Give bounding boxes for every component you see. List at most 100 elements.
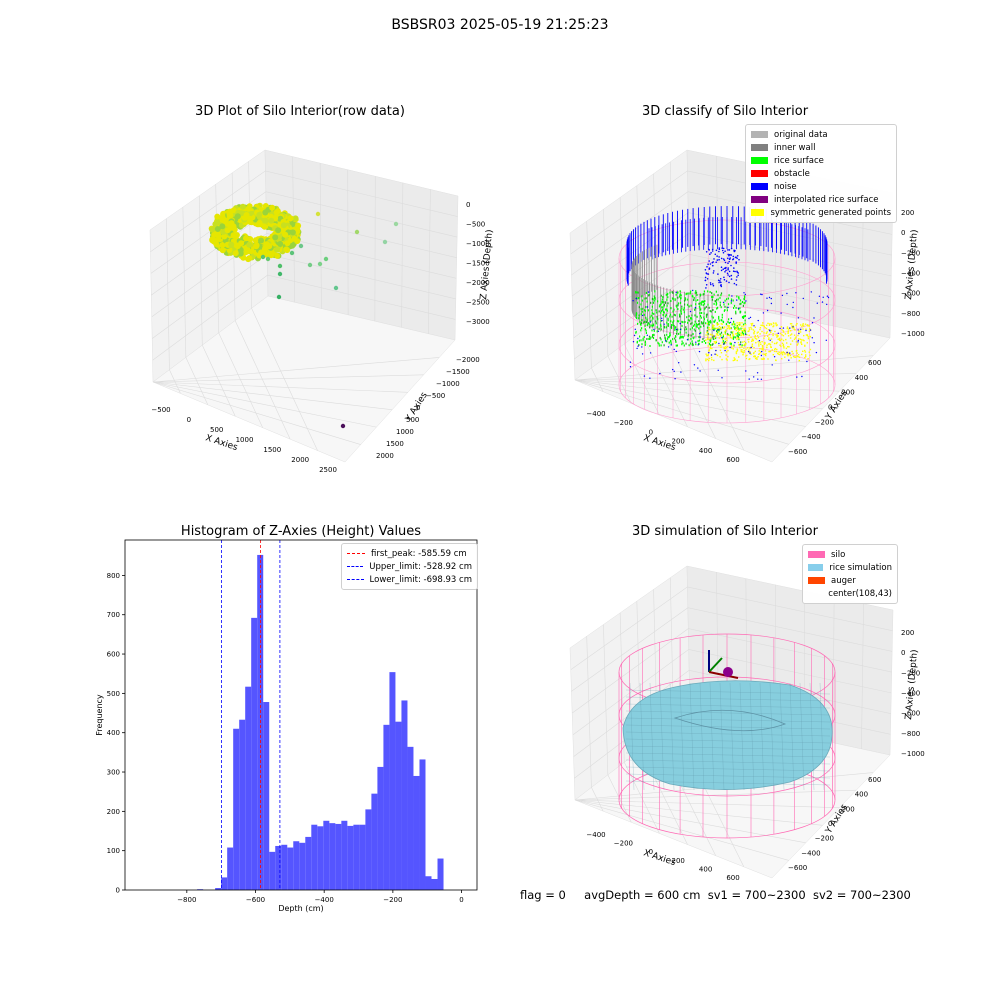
legend-label: first_peak: -585.59 cm <box>371 548 467 559</box>
grid-line <box>152 381 393 411</box>
symmetric-points <box>798 359 800 362</box>
tick-label: −600 <box>901 290 920 298</box>
noise-points <box>730 278 733 280</box>
noise-points <box>762 312 765 314</box>
noise-points <box>712 261 714 263</box>
symmetric-points <box>743 340 746 343</box>
noise-points <box>716 259 719 261</box>
rice-surface-points <box>684 328 686 331</box>
rice-surface-points <box>708 321 710 323</box>
rice-surface-points <box>674 314 676 317</box>
symmetric-points <box>791 350 793 353</box>
symmetric-points <box>713 359 715 362</box>
x-tick-label: 0 <box>459 896 463 904</box>
rice-surface-points <box>639 335 641 338</box>
rice-surface-points <box>706 326 709 329</box>
rice-surface-points <box>663 303 665 306</box>
histogram-xlabel: Depth (cm) <box>278 904 323 913</box>
grid-line <box>571 628 892 714</box>
noise-points <box>679 328 682 331</box>
tick-label: 600 <box>868 359 881 367</box>
histogram-bar <box>305 836 312 890</box>
rice-mesh <box>625 766 831 772</box>
rice-surface-points <box>709 310 711 312</box>
rice-surface-points <box>703 318 705 321</box>
symmetric-points <box>762 358 764 360</box>
symmetric-points <box>758 343 760 345</box>
data-point <box>295 222 302 229</box>
symmetric-points <box>747 341 750 343</box>
rice-surface-points <box>723 303 725 306</box>
symmetric-points <box>767 322 769 325</box>
grid-line <box>150 170 458 252</box>
noise-points <box>735 261 737 263</box>
rice-surface-points <box>716 330 718 333</box>
rice-surface-points <box>658 342 660 345</box>
legend-label: auger <box>831 575 856 586</box>
symmetric-points <box>775 359 777 362</box>
symmetric-points <box>717 327 719 329</box>
rice-surface-points <box>660 344 662 347</box>
rice-mesh <box>625 731 831 737</box>
symmetric-points <box>744 329 747 331</box>
rice-surface-points <box>701 322 703 325</box>
rice-surface-points <box>641 295 643 298</box>
symmetric-points <box>800 341 802 343</box>
symmetric-points <box>724 329 727 332</box>
noise-points <box>694 307 697 309</box>
noise-points <box>745 300 747 302</box>
symmetric-points <box>777 338 779 340</box>
rice-surface-points <box>745 332 747 335</box>
rice-surface-points <box>719 304 721 307</box>
silo-ring <box>618 261 836 339</box>
noise-points <box>788 359 790 361</box>
rice-surface-points <box>742 323 745 326</box>
rice-surface-points <box>653 329 655 332</box>
rice-surface-points <box>733 320 735 323</box>
rice-surface-points <box>649 316 651 319</box>
symmetric-points <box>757 336 760 339</box>
rice-surface-points <box>713 328 715 331</box>
rice-surface-points <box>684 321 686 323</box>
rice-surface-points <box>681 340 683 343</box>
rice-mesh <box>769 682 775 791</box>
rice-surface-points <box>666 304 668 307</box>
tick-label: 200 <box>841 389 854 397</box>
histogram-bar <box>251 617 258 890</box>
rice-surface-points <box>694 329 696 332</box>
symmetric-points <box>709 345 712 348</box>
noise-points <box>673 348 675 351</box>
noise-points <box>730 274 733 277</box>
symmetric-points <box>773 350 776 353</box>
noise-points <box>810 291 812 293</box>
rice-mesh <box>729 682 735 791</box>
histogram-bar <box>245 686 252 890</box>
symmetric-points <box>789 323 792 325</box>
rice-surface-points <box>744 319 746 322</box>
data-point <box>234 213 241 220</box>
rice-surface-points <box>676 330 678 333</box>
data-point <box>219 223 226 230</box>
noise-points <box>705 251 708 253</box>
rice-surface-points <box>694 314 696 317</box>
rice-surface-points <box>661 341 663 344</box>
grid-line <box>182 207 187 358</box>
noise-points <box>798 332 800 335</box>
symmetric-points <box>775 322 777 324</box>
rice-surface-points <box>716 307 718 310</box>
rice-surface-points <box>662 311 665 314</box>
legend-label: obstacle <box>774 168 810 179</box>
symmetric-points <box>705 353 707 355</box>
noise-points <box>758 340 761 342</box>
rice-surface-points <box>719 333 721 336</box>
symmetric-points <box>776 335 778 337</box>
tick-label: −400 <box>801 433 820 441</box>
symmetric-points <box>804 344 806 347</box>
symmetric-points <box>734 328 736 330</box>
data-point <box>277 241 284 247</box>
symmetric-points <box>792 352 794 355</box>
data-point <box>219 247 226 254</box>
rice-surface-points <box>673 319 675 322</box>
data-point <box>214 226 221 232</box>
rice-surface-points <box>696 323 698 326</box>
